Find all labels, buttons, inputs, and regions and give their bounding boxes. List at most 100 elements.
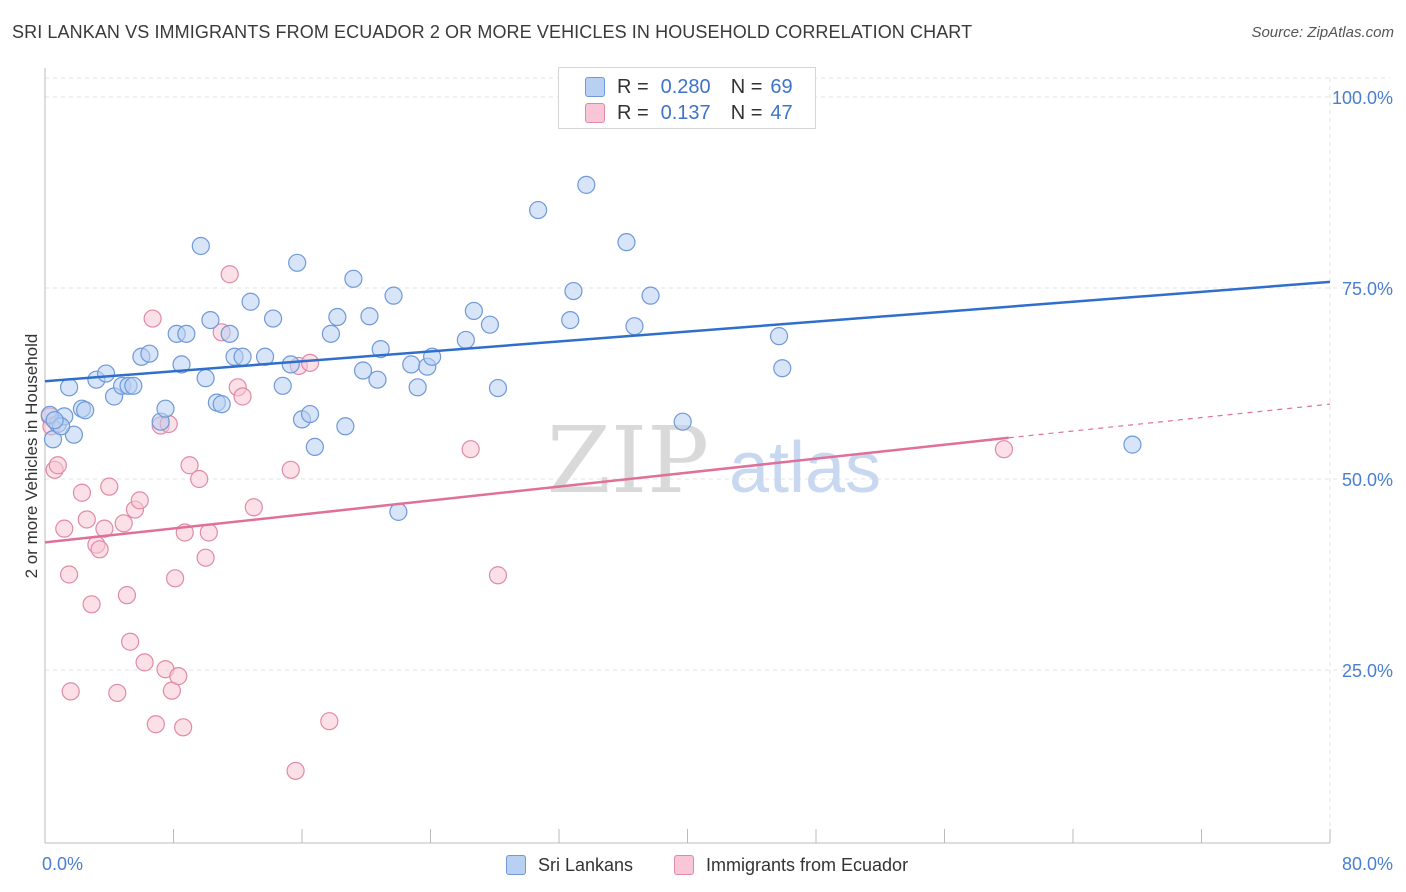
chart-title: SRI LANKAN VS IMMIGRANTS FROM ECUADOR 2 … [12, 22, 973, 42]
srilankan-point [45, 411, 64, 430]
srilankan-point [124, 376, 143, 395]
ecuador-point [196, 548, 215, 567]
srilankan-point [212, 395, 231, 414]
ecuador-point [108, 683, 127, 703]
legend-item-srilankans[interactable]: Sri Lankans [506, 852, 633, 878]
ecuador-point [281, 460, 300, 479]
ecuador-point [59, 565, 79, 584]
legend-r-label: R = [617, 101, 649, 124]
trend-line-srilankans [44, 280, 1331, 383]
ecuador-point [220, 265, 239, 284]
ecuador-point [190, 469, 209, 489]
x-tick-label-min: 0.0% [42, 854, 83, 874]
srilankan-point [1123, 435, 1142, 454]
srilankan-point [305, 437, 324, 457]
y-tick-label: 25.0% [1342, 661, 1393, 681]
ecuador-point [117, 586, 137, 605]
srilankan-point [344, 269, 363, 288]
ecuador-point [100, 477, 119, 496]
legend-r-value: 0.137 [660, 101, 711, 124]
srilankan-point [673, 412, 692, 431]
x-tick-label-max: 80.0% [1342, 854, 1393, 874]
legend-swatch-blue [506, 855, 526, 875]
srilankan-point [625, 317, 644, 336]
ecuador-point [233, 387, 252, 406]
legend-n-value: 69 [770, 75, 793, 98]
srilankan-point [577, 175, 596, 194]
axes [44, 68, 1331, 844]
srilankan-point [96, 364, 116, 383]
legend-r-label: R = [617, 75, 649, 98]
srilankan-point [241, 292, 260, 311]
ecuador-point [48, 456, 67, 475]
srilankan-point [321, 324, 341, 343]
ecuador-point [130, 491, 149, 510]
srilankan-point [76, 401, 95, 420]
srilankan-point [59, 378, 79, 397]
srilankan-point [529, 200, 548, 220]
watermark-atlas: atlas [729, 428, 881, 508]
ecuador-point [72, 483, 92, 502]
ecuador-point [169, 667, 188, 686]
ecuador-point [114, 514, 133, 533]
legend-n-label: N = [730, 101, 763, 124]
source-credit: Source: ZipAtlas.com [1251, 24, 1394, 41]
srilankan-point [196, 369, 215, 388]
legend-n-label: N = [730, 75, 763, 98]
ecuador-point [461, 440, 480, 459]
srilankan-point [156, 399, 175, 418]
srilankan-point [201, 310, 220, 330]
ecuador-point [135, 653, 154, 672]
srilankan-point [281, 355, 300, 374]
ecuador-point [166, 569, 185, 588]
ecuador-point [180, 456, 199, 475]
legend-item-ecuador[interactable]: Immigrants from Ecuador [674, 852, 908, 878]
trend-line-ecuador-extension [1008, 403, 1331, 439]
srilankan-point [172, 355, 191, 374]
srilankan-point [371, 340, 390, 359]
y-tick-label: 75.0% [1342, 279, 1393, 299]
srilankan-point [617, 233, 636, 252]
ecuador-point [61, 682, 80, 701]
srilankan-point [561, 310, 580, 330]
srilankan-point [464, 301, 483, 321]
srilankan-point [360, 307, 379, 326]
trend-lines [44, 280, 1331, 544]
srilankan-point [233, 347, 252, 366]
ecuador-point [320, 712, 339, 731]
watermark: ZIP atlas [547, 407, 881, 514]
ecuador-point [300, 353, 320, 372]
srilankan-point [140, 344, 159, 363]
srilankan-point [402, 355, 421, 374]
correlation-legend: R = 0.280 N = 69 R = 0.137 N = 47 [558, 67, 816, 129]
series-legend: Sri Lankans Immigrants from Ecuador [0, 852, 1406, 878]
ecuador-point [146, 715, 165, 734]
srilankan-point [328, 307, 347, 327]
srilankan-point [408, 378, 427, 397]
series-srilankan-points [40, 175, 1142, 521]
legend-label-ecuador: Immigrants from Ecuador [706, 854, 909, 875]
ecuador-point [286, 761, 305, 780]
ecuador-point [77, 510, 96, 529]
ecuador-point [174, 718, 193, 737]
y-tick-label: 100.0% [1332, 88, 1393, 108]
legend-swatch-pink [585, 103, 605, 123]
srilankan-point [564, 281, 583, 301]
srilankan-point [273, 376, 292, 395]
srilankan-point [191, 236, 210, 256]
srilankan-point [641, 286, 660, 305]
srilankan-point [300, 404, 320, 424]
srilankan-point [773, 359, 792, 378]
ecuador-point [488, 566, 508, 585]
ecuador-point [82, 595, 101, 614]
ecuador-point [199, 523, 218, 542]
grid-lines [45, 77, 1390, 843]
srilankan-point [220, 324, 239, 343]
srilankan-point [384, 286, 403, 305]
srilankan-point [480, 315, 500, 334]
ecuador-point [994, 440, 1014, 459]
legend-label-srilankans: Sri Lankans [538, 854, 634, 875]
srilankan-point [368, 370, 387, 389]
srilankan-point [336, 417, 355, 436]
